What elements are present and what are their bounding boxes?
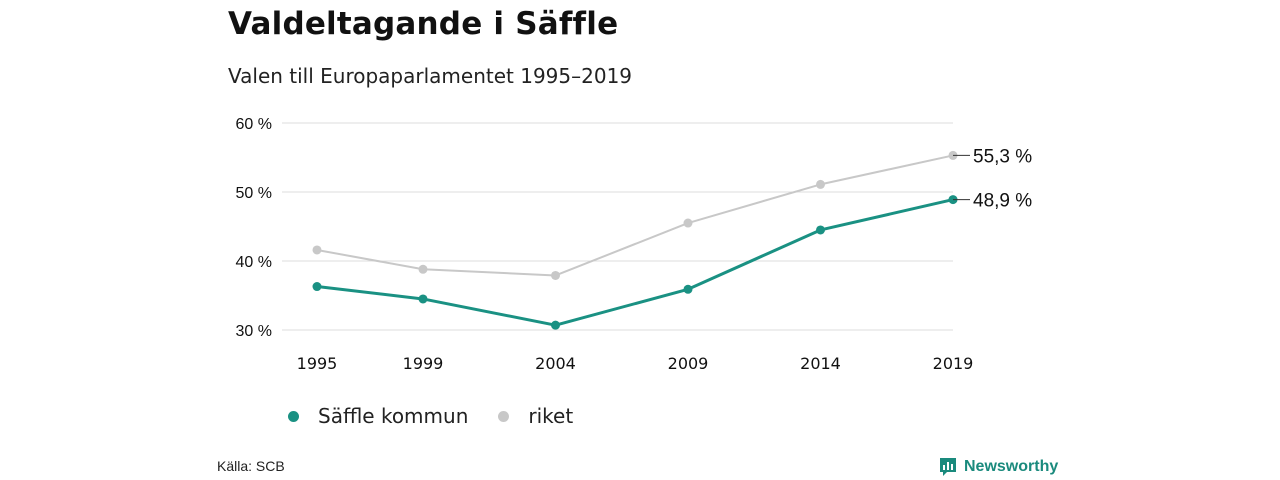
y-tick-label: 40 %: [236, 254, 272, 271]
data-point: [418, 294, 428, 304]
legend-item-riket: riket: [498, 404, 573, 428]
x-axis-ticks: 1995 1999 2004 2009 2014 2019: [297, 354, 974, 373]
end-labels: 55,3 % 48,9 %: [953, 146, 1032, 212]
brand[interactable]: Newsworthy: [938, 456, 1058, 478]
legend-item-saffle: Säffle kommun: [288, 404, 468, 428]
data-point: [418, 264, 428, 274]
x-tick-label: 2004: [535, 354, 576, 373]
data-point: [312, 282, 322, 292]
y-tick-label: 30 %: [236, 323, 272, 340]
x-tick-label: 2019: [933, 354, 974, 373]
legend-marker-saffle: [288, 410, 299, 422]
end-label: 55,3 %: [973, 146, 1032, 167]
y-tick-label: 60 %: [236, 116, 272, 133]
legend: Säffle kommun riket: [288, 404, 603, 428]
data-point: [683, 284, 693, 294]
series-line: [316, 154, 954, 277]
y-tick-label: 50 %: [236, 185, 272, 202]
legend-label-riket: riket: [528, 404, 574, 428]
x-tick-label: 1999: [403, 354, 444, 373]
x-tick-label: 1995: [297, 354, 338, 373]
data-point: [551, 270, 560, 280]
line-chart: 30 % 40 % 50 % 60 % 1995 1999 2004 2009 2014 201…: [236, 116, 1033, 373]
series-line: [316, 198, 954, 327]
brand-name: Newsworthy: [964, 458, 1059, 475]
gridlines: [282, 122, 953, 331]
chart-title: Valdeltagande i Säffle: [228, 6, 619, 42]
data-point: [551, 320, 560, 330]
y-axis-ticks: 30 % 40 % 50 % 60 %: [236, 116, 272, 340]
x-tick-label: 2009: [668, 354, 709, 373]
data-point: [312, 245, 322, 255]
end-label: 48,9 %: [973, 191, 1032, 212]
data-point: [683, 218, 693, 228]
source-note: Källa: SCB: [217, 458, 285, 474]
series-group: [312, 150, 958, 330]
newsworthy-logo-icon: [940, 458, 956, 476]
legend-marker-riket: [498, 410, 510, 422]
legend-label-saffle: Säffle kommun: [318, 404, 469, 428]
chart-subtitle: Valen till Europaparlamentet 1995–2019: [228, 64, 633, 88]
data-point: [816, 179, 825, 189]
data-point: [816, 225, 825, 235]
x-tick-label: 2014: [800, 354, 841, 373]
